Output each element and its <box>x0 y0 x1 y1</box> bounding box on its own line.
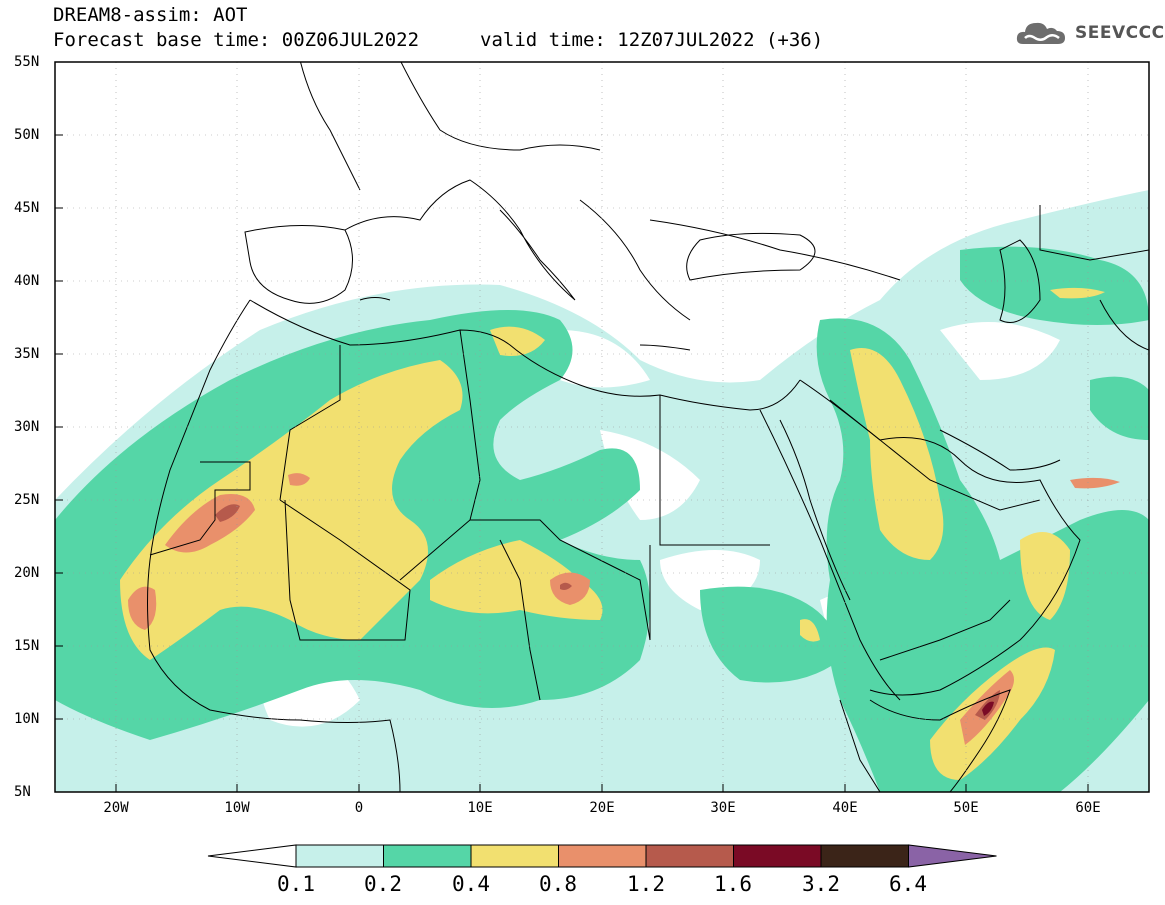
lon-label: 10E <box>467 800 493 816</box>
lon-label: 0 <box>354 800 364 816</box>
aot-level-1.6 <box>982 701 994 716</box>
colorbar-label: 0.1 <box>277 872 315 896</box>
valid-time: valid time: 12Z07JUL2022 (+36) <box>480 29 824 51</box>
cloud-icon <box>1016 22 1065 44</box>
colorbar-label: 0.8 <box>539 872 577 896</box>
colorbar-segment <box>645 844 734 868</box>
lat-label: 45N <box>14 200 40 216</box>
lon-label: 50E <box>953 800 979 816</box>
lat-label: 30N <box>14 419 40 435</box>
colorbar-under-arrow <box>207 844 297 868</box>
lon-label: 30E <box>710 800 736 816</box>
colorbar <box>207 844 997 868</box>
lon-label: 20W <box>103 800 129 816</box>
colorbar-label: 6.4 <box>889 872 927 896</box>
lat-label: 10N <box>14 711 40 727</box>
lat-label: 5N <box>14 784 31 800</box>
colorbar-label: 0.2 <box>364 872 402 896</box>
lon-label: 40E <box>832 800 858 816</box>
lat-label: 35N <box>14 346 40 362</box>
seevccc-logo: SEEVCCC <box>1015 18 1165 48</box>
lat-label: 40N <box>14 273 40 289</box>
lon-label: 20E <box>589 800 615 816</box>
lat-label: 20N <box>14 565 40 581</box>
colorbar-segment <box>820 844 909 868</box>
colorbar-label: 1.6 <box>714 872 752 896</box>
aot-contours <box>55 190 1149 792</box>
colorbar-segment <box>733 844 822 868</box>
colorbar-segment <box>295 844 384 868</box>
coastlines-borders <box>147 62 1149 792</box>
map-title: DREAM8-assim: AOT <box>53 4 248 26</box>
lon-label: 10W <box>224 800 250 816</box>
colorbar-segment <box>470 844 559 868</box>
lat-label: 55N <box>14 54 40 70</box>
aot-level-0.2 <box>55 246 1149 792</box>
colorbar-over-arrow <box>908 844 997 868</box>
lat-label: 15N <box>14 638 40 654</box>
tick-marks <box>55 61 1089 792</box>
colorbar-label: 0.4 <box>452 872 490 896</box>
colorbar-label: 3.2 <box>802 872 840 896</box>
lat-label: 25N <box>14 492 40 508</box>
logo-text: SEEVCCC <box>1075 23 1165 43</box>
colorbar-segment <box>383 844 472 868</box>
graticule <box>55 62 1149 792</box>
forecast-base-time: Forecast base time: 00Z06JUL2022 <box>53 29 420 51</box>
lat-label: 50N <box>14 127 40 143</box>
colorbar-label: 1.2 <box>627 872 665 896</box>
colorbar-segment <box>558 844 647 868</box>
lon-label: 60E <box>1075 800 1101 816</box>
